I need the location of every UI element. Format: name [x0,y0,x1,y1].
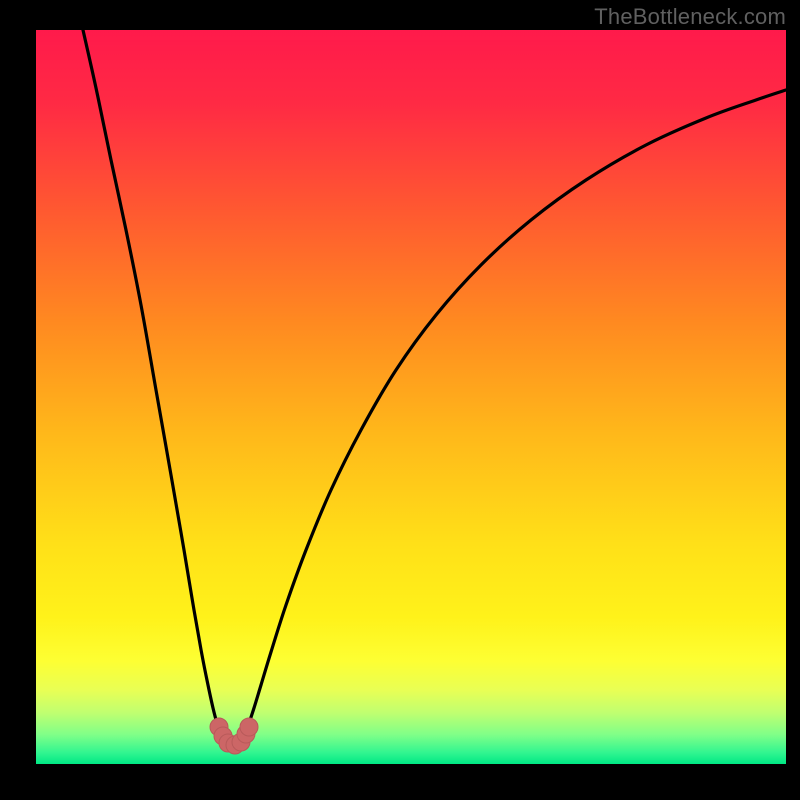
heatmap-gradient-background [36,30,786,764]
plot-frame [0,0,800,800]
plot-area [36,30,786,764]
watermark-text: TheBottleneck.com [594,4,786,30]
